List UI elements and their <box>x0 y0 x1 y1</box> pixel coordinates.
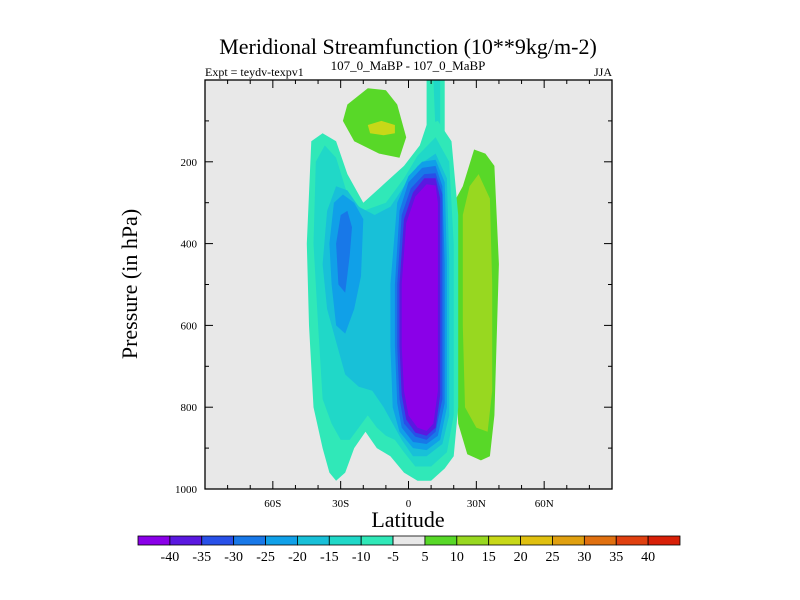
colorbar-box <box>137 535 171 546</box>
colorbar-box <box>615 535 649 546</box>
contour-northern-pos-cell-inner <box>462 174 493 432</box>
colorbar-box <box>392 535 426 546</box>
x-tick-label: 30N <box>467 498 486 510</box>
colorbar-box <box>647 535 681 546</box>
colorbar-label: 25 <box>545 550 559 565</box>
colorbar-label: 15 <box>482 550 496 565</box>
y-tick-label: 600 <box>181 320 198 332</box>
colorbar-box <box>552 535 585 546</box>
colorbar-label: -5 <box>387 550 399 565</box>
x-axis-label: Latitude <box>371 507 444 532</box>
colorbar-label: -15 <box>320 550 339 565</box>
x-tick-label: 30S <box>332 498 349 510</box>
x-tick-label: 60S <box>264 498 281 510</box>
colorbar: -40 -35 -30 -25 -20 -15 -10 -5 5 10 15 20 25 30 35 40 <box>137 535 681 565</box>
contour-southern-neg-cell-core <box>401 184 438 431</box>
colorbar-label: -25 <box>256 550 275 565</box>
colorbar-label: 40 <box>641 550 655 565</box>
contour-arctic-positive-cell-inner <box>367 120 395 136</box>
colorbar-label: -10 <box>352 550 371 565</box>
colorbar-box <box>297 535 330 546</box>
colorbar-label: 10 <box>450 550 464 565</box>
colorbar-box <box>360 535 394 546</box>
y-tick-label: 200 <box>181 157 198 169</box>
colorbar-box <box>456 535 490 546</box>
colorbar-label: 5 <box>421 550 428 565</box>
colorbar-label: -40 <box>161 550 180 565</box>
colorbar-box <box>488 535 521 546</box>
x-tick-label: 60N <box>535 498 554 510</box>
chart-subtitle-left: Expt = teydv-texpv1 <box>205 65 304 79</box>
colorbar-box <box>233 535 266 546</box>
colorbar-label: 20 <box>514 550 528 565</box>
colorbar-label: 30 <box>577 550 591 565</box>
y-tick-label: 1000 <box>175 484 198 496</box>
colorbar-label: -35 <box>192 550 211 565</box>
chart-subtitle-center: 107_0_MaBP - 107_0_MaBP <box>331 58 486 73</box>
colorbar-box <box>583 535 617 546</box>
contour-arctic-positive-cell-outer <box>342 88 407 158</box>
axis-ticks: 60S 30S 0 30N 60N 200 400 600 800 1000 <box>175 80 612 510</box>
y-tick-label: 800 <box>181 402 198 414</box>
colorbar-box <box>201 535 235 546</box>
y-tick-label: 400 <box>181 239 198 251</box>
contour-regions <box>306 80 499 481</box>
colorbar-box <box>169 535 203 546</box>
colorbar-label: 35 <box>609 550 623 565</box>
colorbar-box <box>328 535 362 546</box>
colorbar-box <box>265 535 298 546</box>
x-tick-label: 0 <box>406 498 412 510</box>
chart-subtitle-right: JJA <box>594 65 612 79</box>
colorbar-box <box>424 535 458 546</box>
colorbar-label: -20 <box>288 550 307 565</box>
contour-southern-neg-cell-l4 <box>336 210 352 293</box>
y-axis-label: Pressure (in hPa) <box>117 209 142 359</box>
colorbar-box <box>520 535 553 546</box>
colorbar-label: -30 <box>224 550 243 565</box>
chart-title: Meridional Streamfunction (10**9kg/m-2) <box>219 34 597 59</box>
